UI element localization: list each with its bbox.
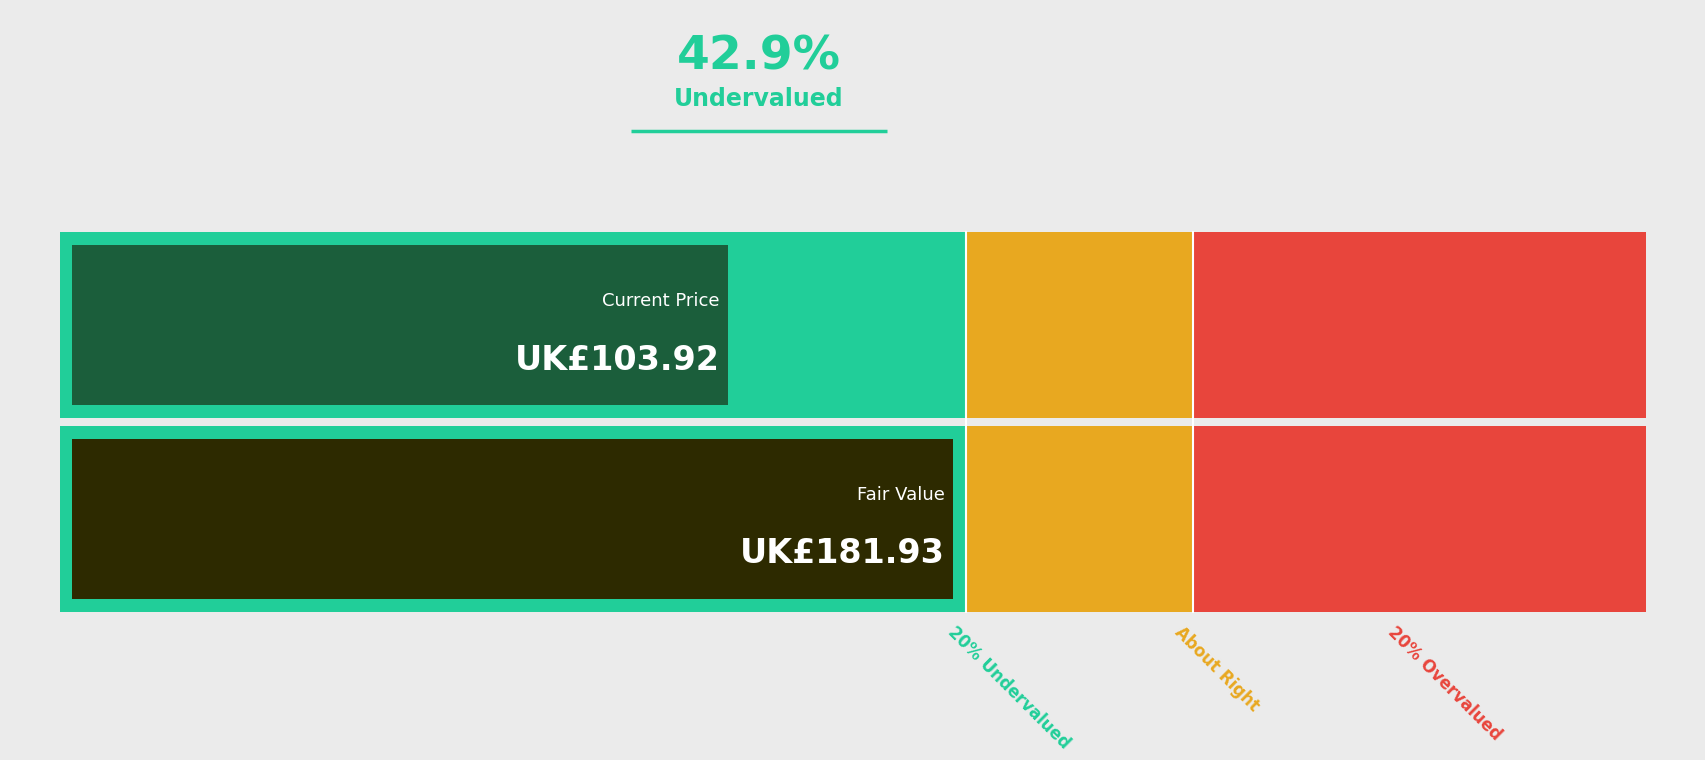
Text: 42.9%: 42.9% [677,34,841,80]
Text: Current Price: Current Price [602,292,720,310]
Bar [965,426,1192,612]
Bar [1192,426,1645,612]
Bar [965,232,1192,418]
Text: UK£103.92: UK£103.92 [515,344,720,377]
Bar [60,426,965,612]
Text: About Right: About Right [1171,623,1262,715]
Text: UK£181.93: UK£181.93 [740,537,945,571]
Text: 20% Overvalued: 20% Overvalued [1383,623,1504,744]
Bar [72,439,953,599]
Text: Fair Value: Fair Value [856,486,945,504]
Bar [60,232,965,418]
Bar [72,245,728,405]
Text: Undervalued: Undervalued [673,87,844,111]
Text: 20% Undervalued: 20% Undervalued [945,623,1072,752]
Bar [1192,232,1645,418]
